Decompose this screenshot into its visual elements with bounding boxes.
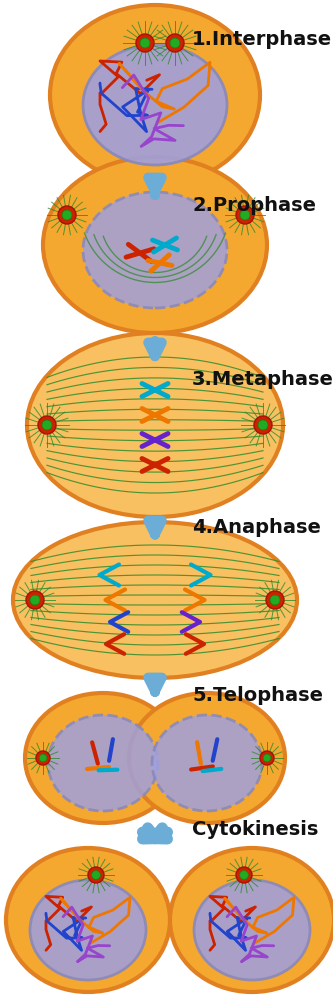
Ellipse shape (83, 45, 227, 165)
Circle shape (38, 416, 56, 434)
Circle shape (39, 754, 47, 762)
Ellipse shape (43, 157, 267, 333)
Circle shape (140, 38, 150, 48)
Circle shape (62, 210, 72, 220)
Ellipse shape (170, 848, 333, 992)
Circle shape (30, 595, 40, 605)
Circle shape (236, 206, 254, 224)
Circle shape (26, 591, 44, 609)
Circle shape (270, 595, 280, 605)
Ellipse shape (129, 693, 285, 823)
Ellipse shape (152, 715, 262, 811)
Ellipse shape (50, 5, 260, 185)
Circle shape (254, 416, 272, 434)
Ellipse shape (48, 715, 158, 811)
Circle shape (36, 751, 50, 765)
Circle shape (42, 420, 52, 430)
Circle shape (136, 34, 154, 52)
Ellipse shape (194, 880, 310, 980)
Circle shape (240, 871, 248, 879)
Circle shape (258, 420, 268, 430)
Text: 4.Anaphase: 4.Anaphase (192, 518, 321, 537)
Circle shape (92, 871, 101, 879)
Text: 2.Prophase: 2.Prophase (192, 196, 316, 215)
Circle shape (236, 867, 252, 883)
Text: 5.Telophase: 5.Telophase (192, 686, 323, 705)
Ellipse shape (30, 880, 146, 980)
Ellipse shape (83, 192, 227, 308)
Ellipse shape (27, 333, 283, 517)
Text: Cytokinesis: Cytokinesis (192, 820, 318, 839)
Circle shape (266, 591, 284, 609)
Circle shape (170, 38, 180, 48)
Circle shape (58, 206, 76, 224)
Circle shape (240, 210, 250, 220)
Text: 3.Metaphase: 3.Metaphase (192, 370, 333, 389)
Text: 1.Interphase: 1.Interphase (192, 30, 332, 49)
Circle shape (166, 34, 184, 52)
Ellipse shape (6, 848, 170, 992)
Circle shape (260, 751, 274, 765)
Circle shape (263, 754, 271, 762)
Ellipse shape (25, 693, 181, 823)
Circle shape (88, 867, 104, 883)
Ellipse shape (13, 522, 297, 678)
